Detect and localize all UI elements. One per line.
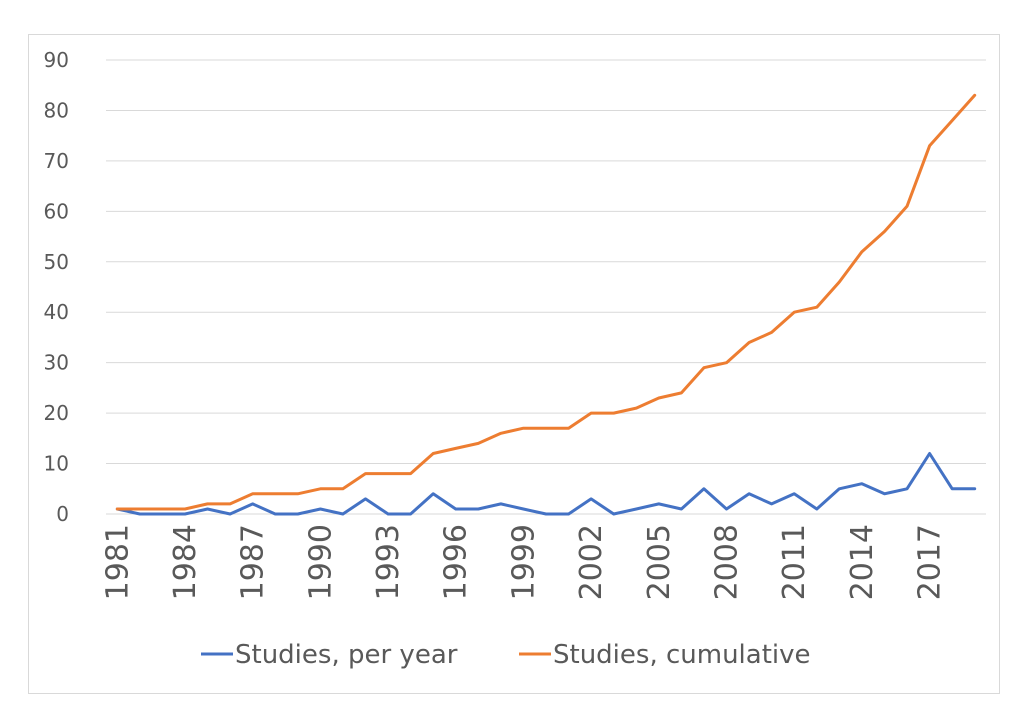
x-tick-label: 1993 xyxy=(371,524,406,600)
y-tick-label: 50 xyxy=(44,250,69,274)
x-tick-label: 1990 xyxy=(303,524,338,600)
y-tick-label: 90 xyxy=(44,48,69,72)
line-chart: 0 10 20 30 40 50 60 70 80 90 1981 1984 1987 1990 1993… xyxy=(44,48,986,670)
x-tick-label: 2005 xyxy=(642,524,677,600)
x-tick-label: 1987 xyxy=(236,524,271,600)
gridlines xyxy=(106,59,986,515)
x-tick-label: 2002 xyxy=(574,524,609,600)
y-tick-label: 30 xyxy=(44,351,69,375)
x-tick-label: 1981 xyxy=(100,524,135,600)
chart-frame: 0 10 20 30 40 50 60 70 80 90 1981 1984 1987 1990 1993… xyxy=(28,34,1000,694)
x-tick-label: 2014 xyxy=(845,524,880,600)
x-axis-tick-labels: 1981 1984 1987 1990 1993 1996 1999 2002 2005 2008… xyxy=(100,524,947,600)
x-tick-label: 2017 xyxy=(913,524,948,600)
y-tick-label: 70 xyxy=(44,149,69,173)
x-tick-label: 2011 xyxy=(777,524,812,600)
y-tick-label: 10 xyxy=(44,452,69,476)
legend-label: Studies, cumulative xyxy=(553,640,811,670)
y-tick-label: 60 xyxy=(44,199,69,223)
x-tick-label: 1999 xyxy=(506,524,541,600)
y-tick-label: 20 xyxy=(44,401,69,425)
series-line-cumulative xyxy=(115,93,977,511)
y-tick-label: 0 xyxy=(56,502,69,526)
series-line-per-year xyxy=(115,452,977,516)
x-tick-label: 1984 xyxy=(168,524,203,600)
y-tick-label: 40 xyxy=(44,300,69,324)
legend: Studies, per year Studies, cumulative xyxy=(201,640,811,670)
y-tick-label: 80 xyxy=(44,98,69,122)
x-tick-label: 1996 xyxy=(439,524,474,600)
y-axis-tick-labels: 0 10 20 30 40 50 60 70 80 90 xyxy=(44,48,69,526)
series-lines xyxy=(115,93,977,516)
x-tick-label: 2008 xyxy=(710,524,745,600)
legend-label: Studies, per year xyxy=(235,640,458,670)
